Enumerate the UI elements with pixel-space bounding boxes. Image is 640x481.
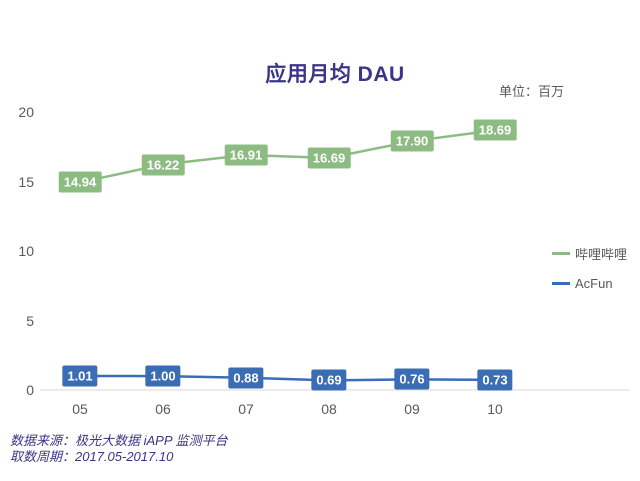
x-axis-tick: 07 (238, 401, 254, 417)
data-label: 16.22 (141, 154, 185, 176)
y-axis-tick: 15 (18, 173, 34, 190)
chart-title: 应用月均 DAU (265, 63, 405, 86)
y-axis-tick: 10 (18, 243, 34, 259)
x-axis-tick: 09 (404, 401, 420, 417)
legend: 哔哩哔哩 AcFun (552, 245, 627, 305)
data-label: 16.69 (307, 147, 351, 169)
data-label: 0.73 (477, 369, 513, 391)
data-label: 0.88 (228, 367, 264, 389)
data-label: 0.69 (311, 369, 347, 391)
series-line-acfun (79, 374, 496, 382)
bilibili-line-swatch-icon (552, 251, 570, 255)
footer-data-source: 数据来源：极光大数据 iAPP 监测平台 (10, 433, 228, 448)
data-label: 17.90 (390, 130, 434, 152)
data-label: 0.76 (394, 368, 430, 390)
legend-item-acfun: AcFun (552, 275, 627, 291)
data-label: 1.00 (145, 365, 181, 387)
x-axis-tick: 10 (487, 401, 503, 417)
footer: 数据来源：极光大数据 iAPP 监测平台 取数周期：2017.05-2017.1… (10, 433, 228, 465)
legend-label-acfun: AcFun (575, 275, 613, 291)
y-axis-tick: 5 (26, 312, 34, 329)
footer-data-period: 取数周期：2017.05-2017.10 (10, 449, 174, 464)
x-axis-tick: 05 (72, 401, 88, 417)
legend-item-bilibili: 哔哩哔哩 (552, 245, 628, 262)
data-label: 18.69 (473, 119, 517, 141)
data-label: 16.91 (224, 144, 268, 166)
data-label: 1.01 (62, 365, 98, 387)
y-axis-tick: 20 (18, 104, 34, 120)
legend-label-bilibili: 哔哩哔哩 (575, 246, 628, 262)
data-label: 14.94 (58, 171, 102, 193)
y-axis-tick: 0 (26, 382, 34, 398)
x-axis-tick: 08 (321, 401, 337, 417)
acfun-line-swatch-icon (552, 281, 570, 285)
x-axis-tick: 06 (155, 401, 171, 417)
unit-label: 单位：百万 (498, 84, 564, 99)
